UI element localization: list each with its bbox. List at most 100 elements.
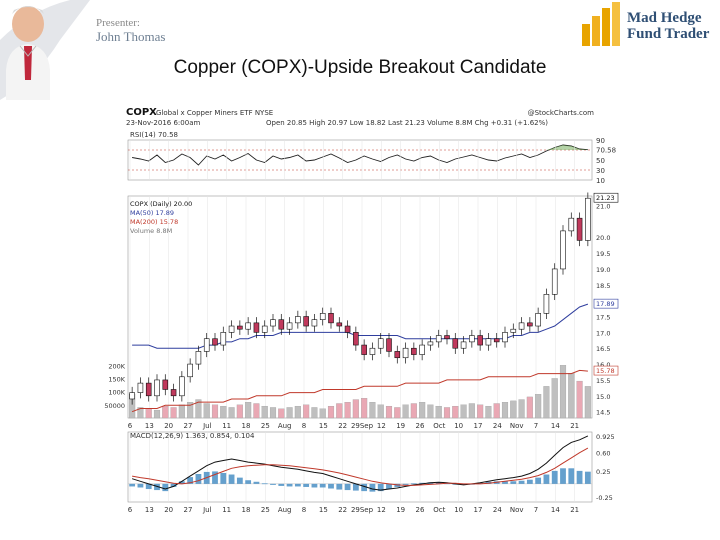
price-tick-label: 21.0 <box>596 203 610 211</box>
macd-histogram-bar <box>294 483 301 487</box>
macd-histogram-bar <box>162 483 169 492</box>
price-x-label: Nov <box>510 422 524 430</box>
price-x-label: 13 <box>145 422 154 430</box>
macd-tick-label: 0.925 <box>596 433 615 441</box>
price-legend-entry: MA(200) 15.78 <box>130 218 178 226</box>
price-tick-label: 19.5 <box>596 250 610 258</box>
candle-body <box>253 322 260 333</box>
macd-histogram-bar <box>361 483 368 492</box>
macd-histogram-bar <box>510 481 517 484</box>
volume-bar <box>361 398 368 419</box>
candle-body <box>336 322 343 327</box>
candle-body <box>344 325 351 333</box>
macd-histogram-bar <box>303 483 310 487</box>
macd-x-label: 27 <box>184 506 193 514</box>
macd-x-label: 12 <box>377 506 386 514</box>
macd-x-label: 21 <box>570 506 579 514</box>
macd-histogram-bar <box>145 483 152 490</box>
volume-tick-label: 150K <box>108 375 125 383</box>
volume-bar <box>269 407 277 419</box>
volume-bar <box>278 408 285 419</box>
price-tick-label: 17.5 <box>596 314 610 322</box>
volume-bar <box>493 403 500 419</box>
macd-x-label: Jul <box>202 506 212 514</box>
price-tick-label: 20.0 <box>596 234 610 242</box>
rsi-tick-label: 30 <box>596 167 605 175</box>
price-value-label: 21.23 <box>596 194 615 202</box>
price-x-label: 29Sep <box>351 422 374 430</box>
volume-bar <box>443 407 451 419</box>
price-x-label: 17 <box>474 422 483 430</box>
volume-bar <box>369 402 376 419</box>
volume-bar <box>385 405 393 419</box>
volume-bar <box>576 380 583 419</box>
volume-bar <box>211 404 219 419</box>
candle-body <box>469 335 475 343</box>
volume-bar <box>294 405 301 419</box>
price-x-label: 15 <box>319 422 328 430</box>
candle-body <box>502 332 508 343</box>
volume-bar <box>228 407 235 419</box>
price-x-label: 20 <box>164 422 173 430</box>
volume-bar <box>435 405 442 419</box>
volume-bar <box>327 405 335 419</box>
presenter-photo <box>0 0 90 100</box>
macd-line <box>131 435 589 491</box>
candle-body <box>129 392 135 400</box>
macd-histogram-bar <box>419 482 426 484</box>
candle-body <box>137 382 144 393</box>
price-legend-entry: COPX (Daily) 20.00 <box>130 200 192 208</box>
macd-x-label: 26 <box>416 506 425 514</box>
price-tick-label: 19.0 <box>596 266 610 274</box>
candle-body <box>328 313 334 324</box>
volume-bar <box>145 408 152 419</box>
macd-x-label: 19 <box>396 506 405 514</box>
macd-histogram-bar <box>261 483 268 485</box>
price-value-box <box>593 365 619 376</box>
candle-body <box>551 268 558 295</box>
volume-bar <box>253 403 260 419</box>
volume-bar <box>236 404 243 419</box>
candle-body <box>170 389 177 397</box>
candle-body <box>386 338 392 352</box>
macd-x-label: 10 <box>454 506 463 514</box>
macd-histogram-bar <box>311 483 318 488</box>
volume-bar <box>477 404 484 419</box>
slide-title: Copper (COPX)-Upside Breakout Candidate <box>173 57 547 78</box>
price-tick-label: 15.0 <box>596 393 610 401</box>
macd-histogram-bar <box>526 479 533 484</box>
macd-histogram-bar <box>344 483 351 491</box>
macd-x-label: Aug <box>278 506 292 514</box>
macd-x-label: 8 <box>302 506 306 514</box>
macd-histogram-bar <box>328 483 334 489</box>
candle-body <box>220 332 227 346</box>
macd-histogram-bar <box>245 480 252 484</box>
macd-histogram-bar <box>543 474 550 484</box>
price-legend-entry: Volume 8.8M <box>130 227 172 235</box>
volume-bar <box>319 408 326 419</box>
candle-body <box>270 319 276 327</box>
volume-bar <box>460 404 467 419</box>
volume-bar <box>559 365 567 419</box>
candle-body <box>427 341 434 346</box>
rsi-legend: RSI(14) 70.58 <box>130 131 178 139</box>
macd-histogram-bar <box>336 483 343 490</box>
rsi-panel-frame <box>127 139 593 181</box>
macd-x-label: 17 <box>474 506 483 514</box>
candle-body <box>477 335 483 346</box>
candle-body <box>261 325 268 333</box>
macd-histogram-bar <box>435 482 442 484</box>
candle-body <box>518 322 525 330</box>
macd-histogram-bar <box>535 477 542 484</box>
price-x-label: 10 <box>454 422 463 430</box>
macd-x-label: Nov <box>510 506 524 514</box>
volume-bar <box>336 403 343 419</box>
price-tick-label: 16.0 <box>596 361 610 369</box>
volume-bar <box>452 405 459 419</box>
macd-histogram-bar <box>286 483 293 487</box>
candle-body <box>278 319 285 330</box>
candle-body <box>543 294 550 314</box>
chart-source: @StockCharts.com <box>528 109 595 117</box>
volume-bar <box>402 404 409 419</box>
rsi-tick-label: 50 <box>596 157 605 165</box>
